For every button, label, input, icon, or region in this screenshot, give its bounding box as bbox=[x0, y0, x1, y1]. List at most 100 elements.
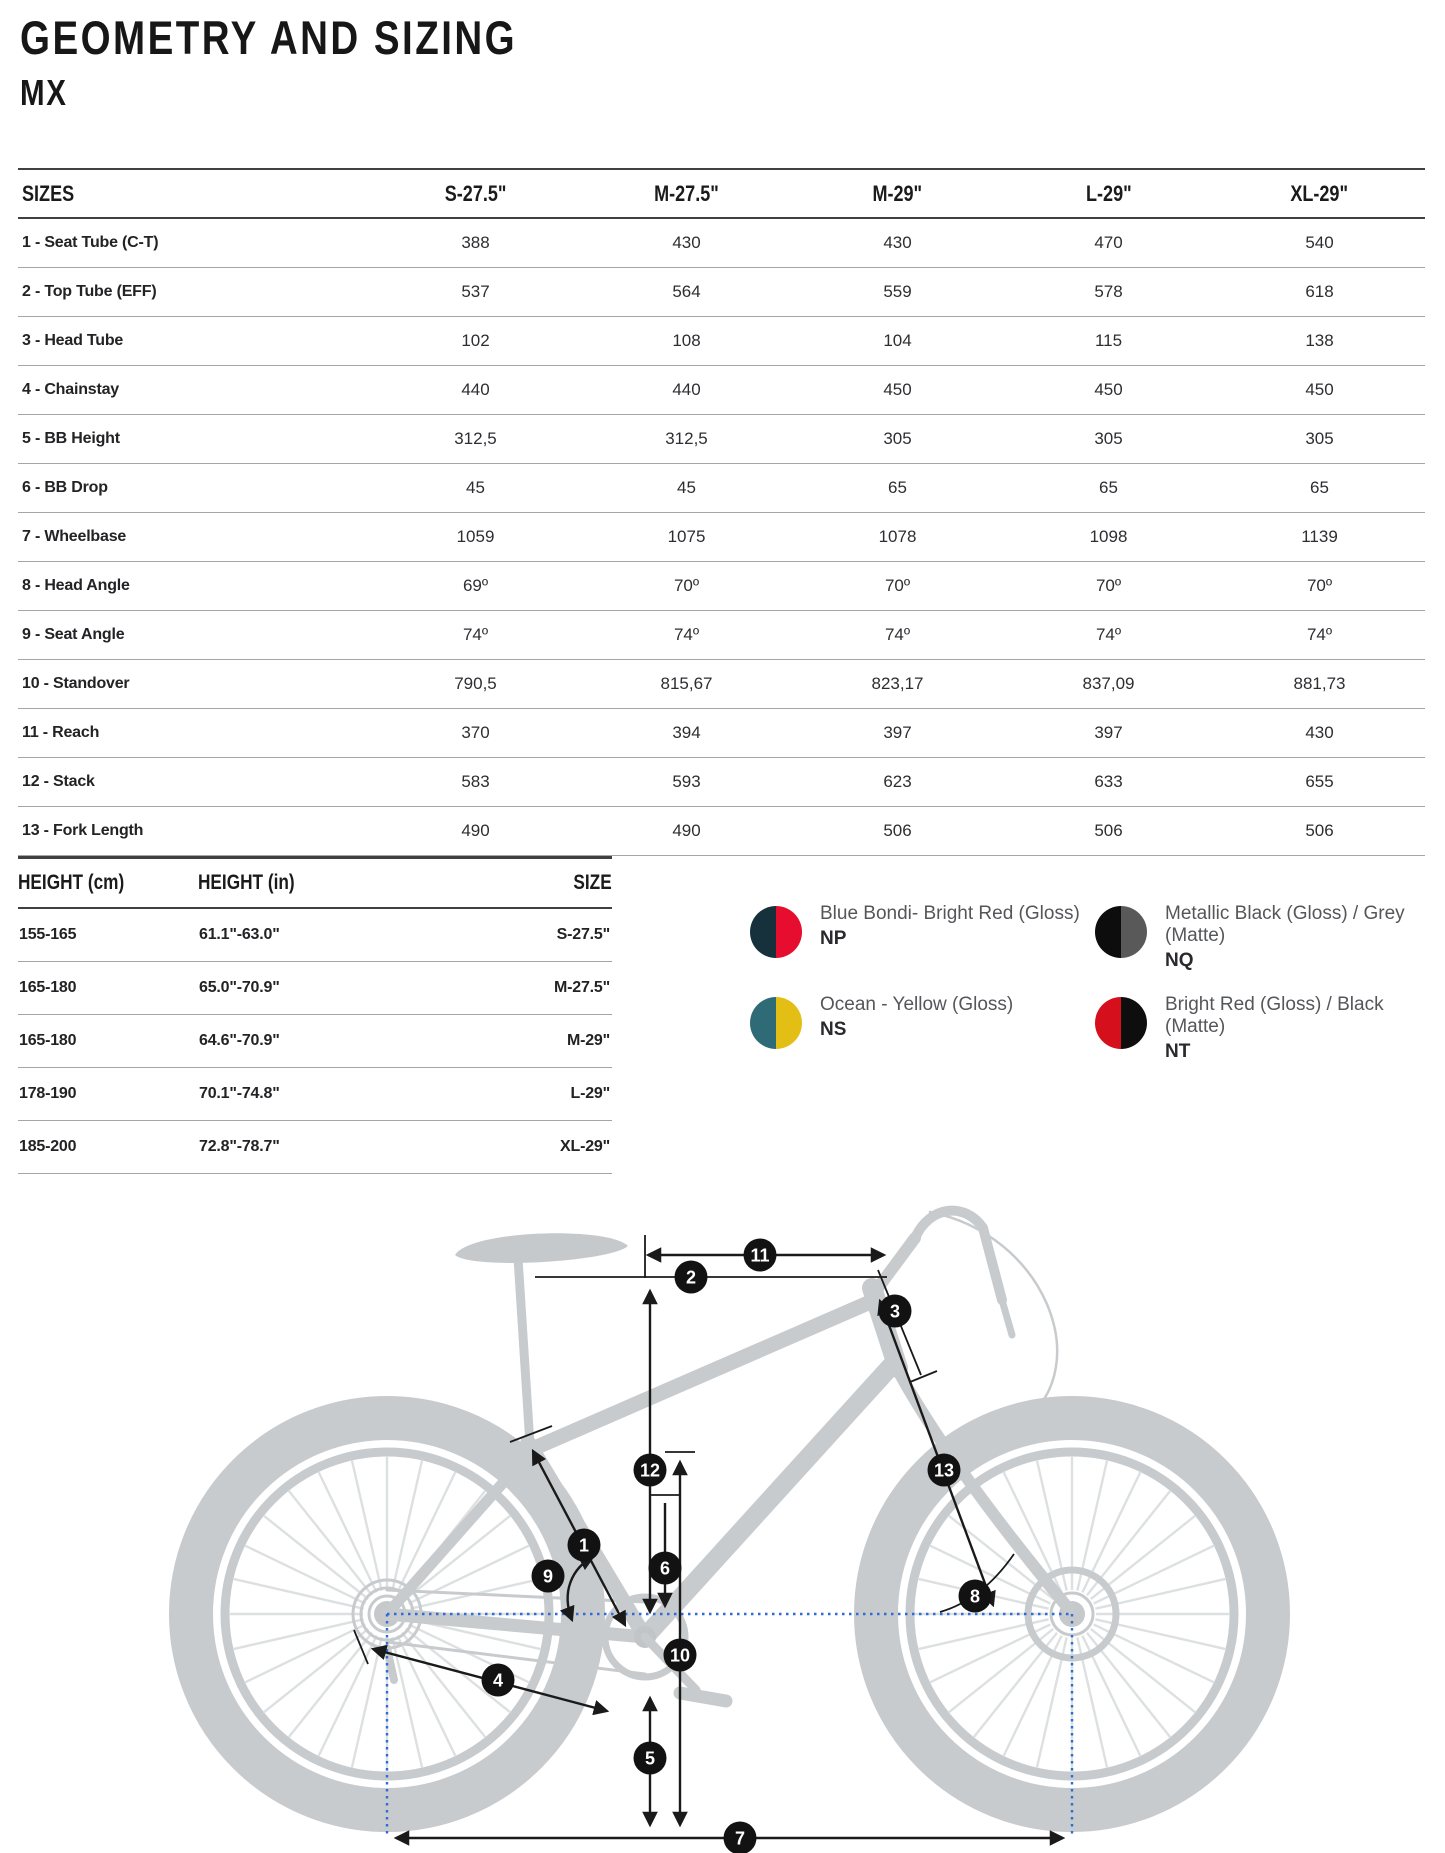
callout-4: 4 bbox=[481, 1663, 515, 1697]
geometry-row-label: 7 - Wheelbase bbox=[22, 528, 127, 545]
geometry-col-header: M-29" bbox=[872, 180, 923, 206]
sizing-size: XL-29" bbox=[560, 1138, 610, 1155]
geometry-value: 823,17 bbox=[871, 674, 924, 693]
sizing-table-header-row: HEIGHT (cm) HEIGHT (in) SIZE bbox=[18, 857, 612, 908]
geometry-row-label: 6 - BB Drop bbox=[22, 479, 108, 496]
sizing-height-cm: 155-165 bbox=[19, 926, 77, 943]
geometry-value: 65 bbox=[1310, 478, 1329, 497]
geometry-value: 578 bbox=[1094, 282, 1123, 301]
geometry-value: 102 bbox=[461, 331, 490, 350]
callout-7: 7 bbox=[723, 1821, 757, 1853]
geometry-row-label: 12 - Stack bbox=[22, 773, 95, 790]
geometry-row-label: 11 - Reach bbox=[22, 724, 100, 741]
geometry-row: 9 - Seat Angle 74º 74º 74º 74º 74º bbox=[18, 611, 1425, 660]
svg-text:12: 12 bbox=[640, 1461, 660, 1481]
callout-9: 9 bbox=[531, 1559, 565, 1593]
geometry-value: 45 bbox=[677, 478, 696, 497]
geometry-row: 4 - Chainstay 440 440 450 450 450 bbox=[18, 366, 1425, 415]
sizing-size: L-29" bbox=[570, 1085, 611, 1102]
geometry-row: 7 - Wheelbase 1059 1075 1078 1098 1139 bbox=[18, 513, 1425, 562]
geometry-row-label: 1 - Seat Tube (C-T) bbox=[22, 234, 159, 251]
geometry-value: 618 bbox=[1305, 282, 1334, 301]
geometry-value: 65 bbox=[888, 478, 907, 497]
geometry-value: 490 bbox=[461, 821, 490, 840]
geometry-value: 837,09 bbox=[1082, 674, 1135, 693]
geometry-value: 623 bbox=[883, 772, 912, 791]
sizing-col-header: HEIGHT (in) bbox=[198, 871, 295, 894]
geometry-value: 633 bbox=[1094, 772, 1123, 791]
geometry-value: 115 bbox=[1094, 331, 1123, 350]
geometry-value: 69º bbox=[462, 576, 489, 595]
geometry-value: 305 bbox=[1305, 429, 1334, 448]
geometry-value: 45 bbox=[466, 478, 485, 497]
sizing-row: 178-190 70.1"-74.8" L-29" bbox=[18, 1068, 612, 1121]
sizing-size: S-27.5" bbox=[556, 926, 611, 943]
bike-silhouette-icon bbox=[169, 1205, 1290, 1832]
geometry-value: 583 bbox=[461, 772, 490, 791]
geometry-value: 370 bbox=[461, 723, 490, 742]
geometry-row-label: 5 - BB Height bbox=[22, 430, 120, 447]
geometry-value: 815,67 bbox=[660, 674, 713, 693]
svg-text:13: 13 bbox=[934, 1461, 954, 1481]
geometry-row-label: 8 - Head Angle bbox=[22, 577, 130, 594]
geometry-value: 881,73 bbox=[1293, 674, 1346, 693]
geometry-row-label: 13 - Fork Length bbox=[22, 822, 144, 839]
geometry-value: 655 bbox=[1305, 772, 1334, 791]
geometry-value: 312,5 bbox=[665, 429, 708, 448]
color-code: NT bbox=[1165, 1041, 1191, 1062]
color-code: NP bbox=[820, 928, 847, 949]
color-name: Bright Red (Gloss) / Black (Matte) bbox=[1165, 994, 1384, 1037]
geometry-value: 1139 bbox=[1301, 527, 1338, 546]
color-option: Bright Red (Gloss) / Black (Matte) NT bbox=[1095, 994, 1440, 1063]
geometry-value: 388 bbox=[461, 233, 490, 252]
geometry-row: 6 - BB Drop 45 45 65 65 65 bbox=[18, 464, 1425, 513]
geometry-row: 5 - BB Height 312,5 312,5 305 305 305 bbox=[18, 415, 1425, 464]
svg-text:4: 4 bbox=[493, 1671, 503, 1691]
sizing-row: 165-180 64.6"-70.9" M-29" bbox=[18, 1015, 612, 1068]
callout-1: 1 bbox=[567, 1528, 601, 1562]
geometry-value: 490 bbox=[672, 821, 701, 840]
geometry-value: 74º bbox=[884, 625, 911, 644]
color-name: Blue Bondi- Bright Red (Gloss) bbox=[820, 903, 1080, 924]
geometry-value: 74º bbox=[1095, 625, 1122, 644]
geometry-row: 12 - Stack 583 593 623 633 655 bbox=[18, 758, 1425, 807]
sizing-height-cm: 165-180 bbox=[19, 979, 77, 996]
geometry-value: 790,5 bbox=[454, 674, 497, 693]
callout-10: 10 bbox=[663, 1638, 697, 1672]
color-swatch-icon bbox=[1095, 997, 1147, 1049]
sizing-height-cm: 165-180 bbox=[19, 1032, 77, 1049]
svg-text:7: 7 bbox=[735, 1829, 745, 1849]
color-text: Blue Bondi- Bright Red (Gloss) NP bbox=[820, 903, 1080, 950]
geometry-value: 430 bbox=[1305, 723, 1334, 742]
geometry-value: 537 bbox=[461, 282, 490, 301]
svg-text:6: 6 bbox=[660, 1559, 670, 1579]
sizing-row: 185-200 72.8"-78.7" XL-29" bbox=[18, 1121, 612, 1174]
svg-text:11: 11 bbox=[750, 1246, 769, 1266]
geometry-value: 104 bbox=[883, 331, 912, 350]
color-text: Metallic Black (Gloss) / Grey (Matte) NQ bbox=[1165, 903, 1425, 972]
geometry-value: 305 bbox=[1094, 429, 1123, 448]
geometry-value: 450 bbox=[1305, 380, 1334, 399]
color-option: Metallic Black (Gloss) / Grey (Matte) NQ bbox=[1095, 903, 1440, 972]
geometry-row: 3 - Head Tube 102 108 104 115 138 bbox=[18, 317, 1425, 366]
svg-text:1: 1 bbox=[579, 1536, 589, 1556]
sizing-row: 165-180 65.0"-70.9" M-27.5" bbox=[18, 962, 612, 1015]
geometry-row-label: 4 - Chainstay bbox=[22, 381, 119, 398]
geometry-value: 430 bbox=[672, 233, 701, 252]
geometry-row: 13 - Fork Length 490 490 506 506 506 bbox=[18, 807, 1425, 856]
color-text: Bright Red (Gloss) / Black (Matte) NT bbox=[1165, 994, 1425, 1063]
geometry-value: 74º bbox=[1306, 625, 1333, 644]
geometry-value: 305 bbox=[883, 429, 912, 448]
sizing-height-in: 61.1"-63.0" bbox=[199, 926, 280, 943]
geometry-value: 138 bbox=[1305, 331, 1334, 350]
geometry-table-title: SIZES bbox=[22, 180, 75, 206]
callout-6: 6 bbox=[648, 1551, 682, 1585]
sizing-height-cm: 185-200 bbox=[19, 1138, 77, 1155]
sizing-height-cm: 178-190 bbox=[19, 1085, 77, 1102]
color-name: Ocean - Yellow (Gloss) bbox=[820, 994, 1014, 1015]
svg-text:3: 3 bbox=[890, 1302, 900, 1322]
geometry-value: 108 bbox=[672, 331, 701, 350]
